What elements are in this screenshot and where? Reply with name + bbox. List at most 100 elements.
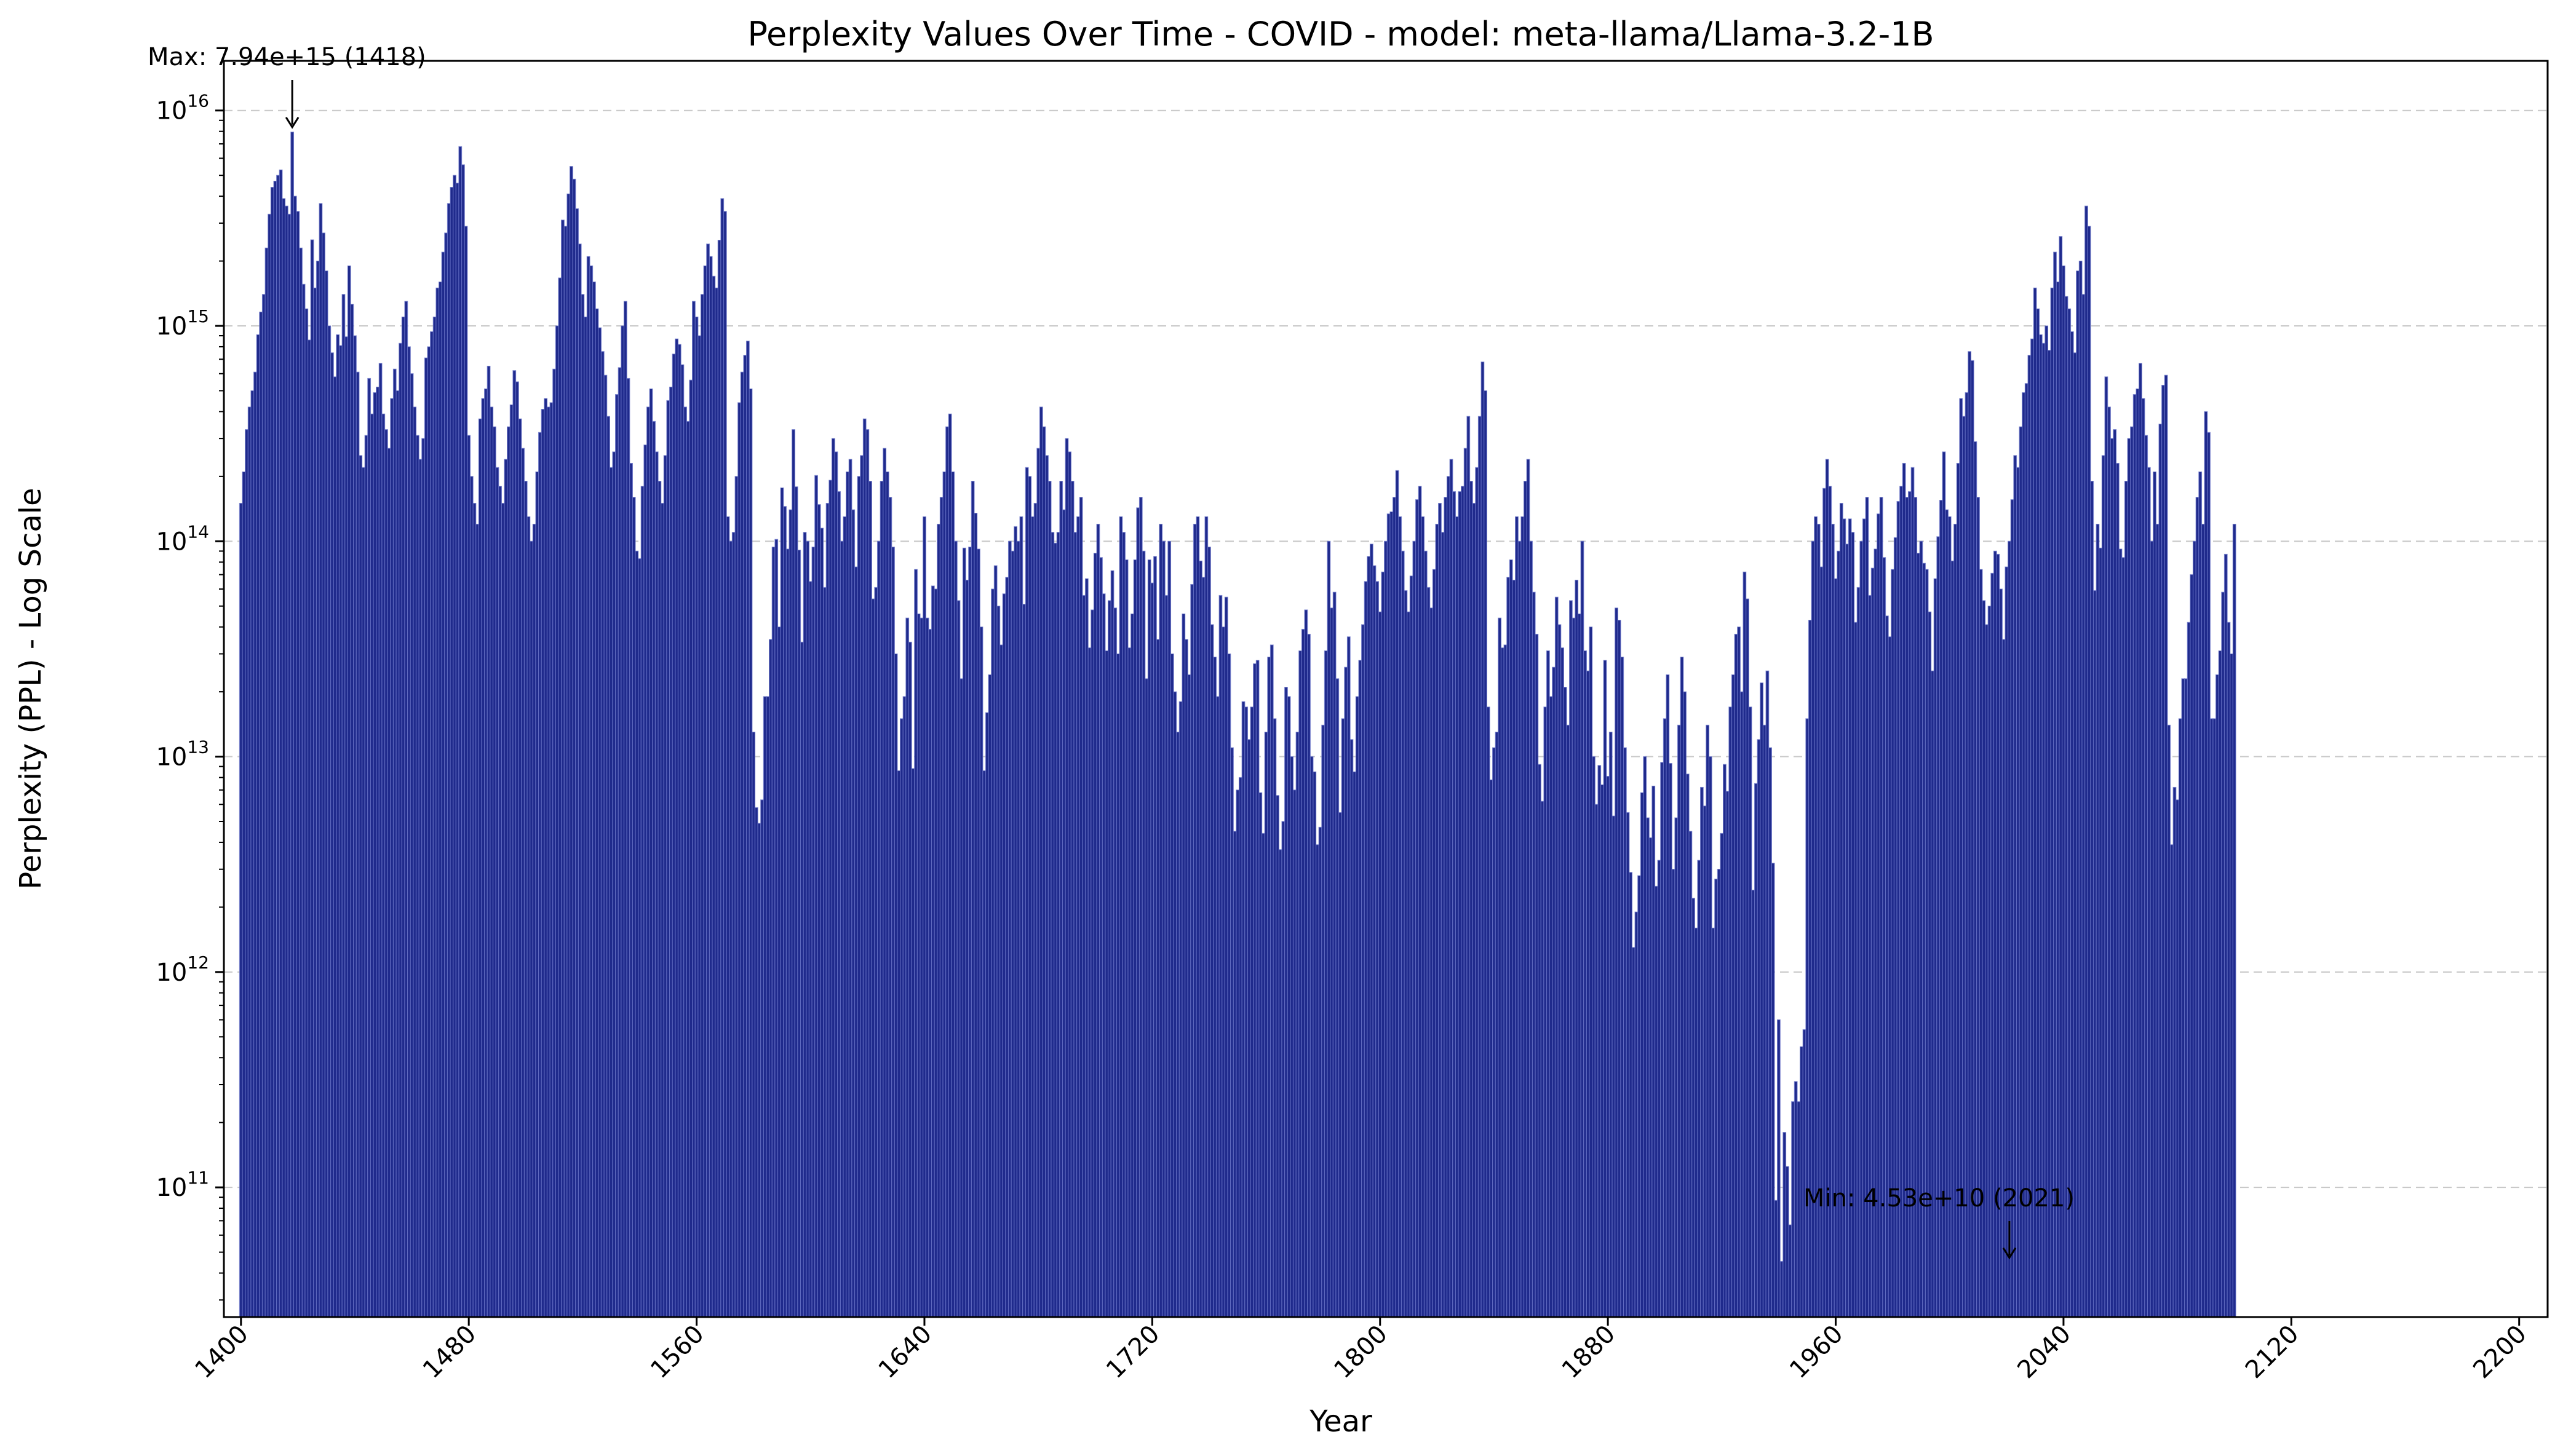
bar <box>509 404 514 1318</box>
bar <box>1529 540 1533 1318</box>
bar <box>1022 604 1026 1318</box>
bar <box>1131 613 1134 1318</box>
bar <box>1697 860 1701 1318</box>
bar <box>1107 600 1111 1318</box>
bar <box>885 471 889 1318</box>
bar <box>777 627 781 1318</box>
bar <box>1779 1260 1784 1318</box>
bar <box>376 386 379 1318</box>
bar <box>831 438 835 1318</box>
bar <box>1355 696 1359 1318</box>
bar <box>1440 532 1445 1318</box>
bar <box>1535 633 1539 1318</box>
bar <box>1802 1029 1806 1318</box>
bar <box>2038 334 2043 1318</box>
bar <box>797 550 801 1318</box>
bar <box>854 566 858 1318</box>
bar <box>672 354 676 1318</box>
bar <box>1472 502 1476 1318</box>
bar <box>1484 390 1487 1318</box>
bar <box>1526 459 1530 1318</box>
bar <box>745 341 750 1318</box>
bar <box>498 486 503 1318</box>
bar <box>552 368 556 1318</box>
bar <box>418 459 423 1318</box>
min-annotation-arrowhead <box>2002 1247 2017 1260</box>
bar <box>1754 783 1758 1318</box>
bar <box>2092 590 2097 1318</box>
bar <box>2041 342 2046 1318</box>
bar <box>1757 739 1761 1318</box>
bar <box>1777 1019 1781 1318</box>
bar <box>2056 281 2060 1318</box>
bar <box>1065 438 1069 1318</box>
bar <box>1122 532 1126 1318</box>
bar <box>1720 833 1724 1318</box>
bar <box>2178 718 2182 1318</box>
bar <box>535 471 539 1318</box>
bar <box>2164 374 2168 1318</box>
bar <box>1640 792 1644 1318</box>
bar <box>1389 511 1394 1318</box>
bar <box>2227 622 2231 1318</box>
bar <box>1124 559 1129 1318</box>
bar <box>1036 448 1041 1318</box>
bar <box>458 146 463 1318</box>
bar <box>1435 523 1439 1318</box>
bar <box>658 481 662 1318</box>
bar <box>1398 516 1402 1318</box>
bar <box>1577 613 1581 1318</box>
bar <box>902 696 907 1318</box>
bar <box>253 371 257 1318</box>
bar <box>720 198 725 1318</box>
bar <box>507 426 511 1318</box>
bar <box>2195 497 2199 1318</box>
bar <box>1461 486 1464 1318</box>
min-annotation-label: Min: 4.53e+10 (2021) <box>1803 1184 2075 1213</box>
bar <box>1084 578 1089 1318</box>
bar <box>1102 593 1106 1318</box>
bar <box>1267 656 1271 1318</box>
bar <box>1739 691 1744 1318</box>
bar <box>1791 1101 1795 1318</box>
bar <box>2141 398 2145 1318</box>
bar <box>1341 718 1345 1318</box>
bar <box>977 548 980 1318</box>
bar <box>1093 553 1097 1318</box>
bar <box>2172 786 2177 1318</box>
bar <box>301 283 306 1318</box>
bar <box>586 256 590 1318</box>
bar <box>1187 674 1191 1318</box>
bar <box>1364 581 1368 1318</box>
bar <box>1575 579 1579 1318</box>
bar <box>2221 592 2225 1318</box>
bar <box>2081 294 2086 1318</box>
bar <box>1059 481 1063 1318</box>
bar <box>654 451 659 1318</box>
bar <box>1281 821 1285 1318</box>
bar <box>259 311 263 1318</box>
bar <box>988 674 992 1318</box>
bar <box>1170 653 1174 1318</box>
bar <box>512 370 517 1318</box>
bar <box>1515 516 1519 1318</box>
bar <box>1637 875 1641 1318</box>
bar <box>444 232 448 1318</box>
bar <box>1606 776 1610 1318</box>
bar <box>803 532 807 1318</box>
bar <box>603 374 608 1318</box>
bar <box>566 193 571 1318</box>
bar <box>626 378 630 1318</box>
bar <box>2099 547 2103 1318</box>
bar <box>333 376 337 1318</box>
bar <box>894 653 898 1318</box>
bar <box>1332 592 1337 1318</box>
bar <box>424 357 428 1318</box>
bar <box>1290 756 1294 1318</box>
bar <box>373 392 377 1318</box>
bar <box>2036 308 2040 1318</box>
bar <box>2158 424 2163 1318</box>
bar <box>313 287 317 1318</box>
bar <box>2184 678 2188 1318</box>
bar <box>1552 667 1556 1318</box>
